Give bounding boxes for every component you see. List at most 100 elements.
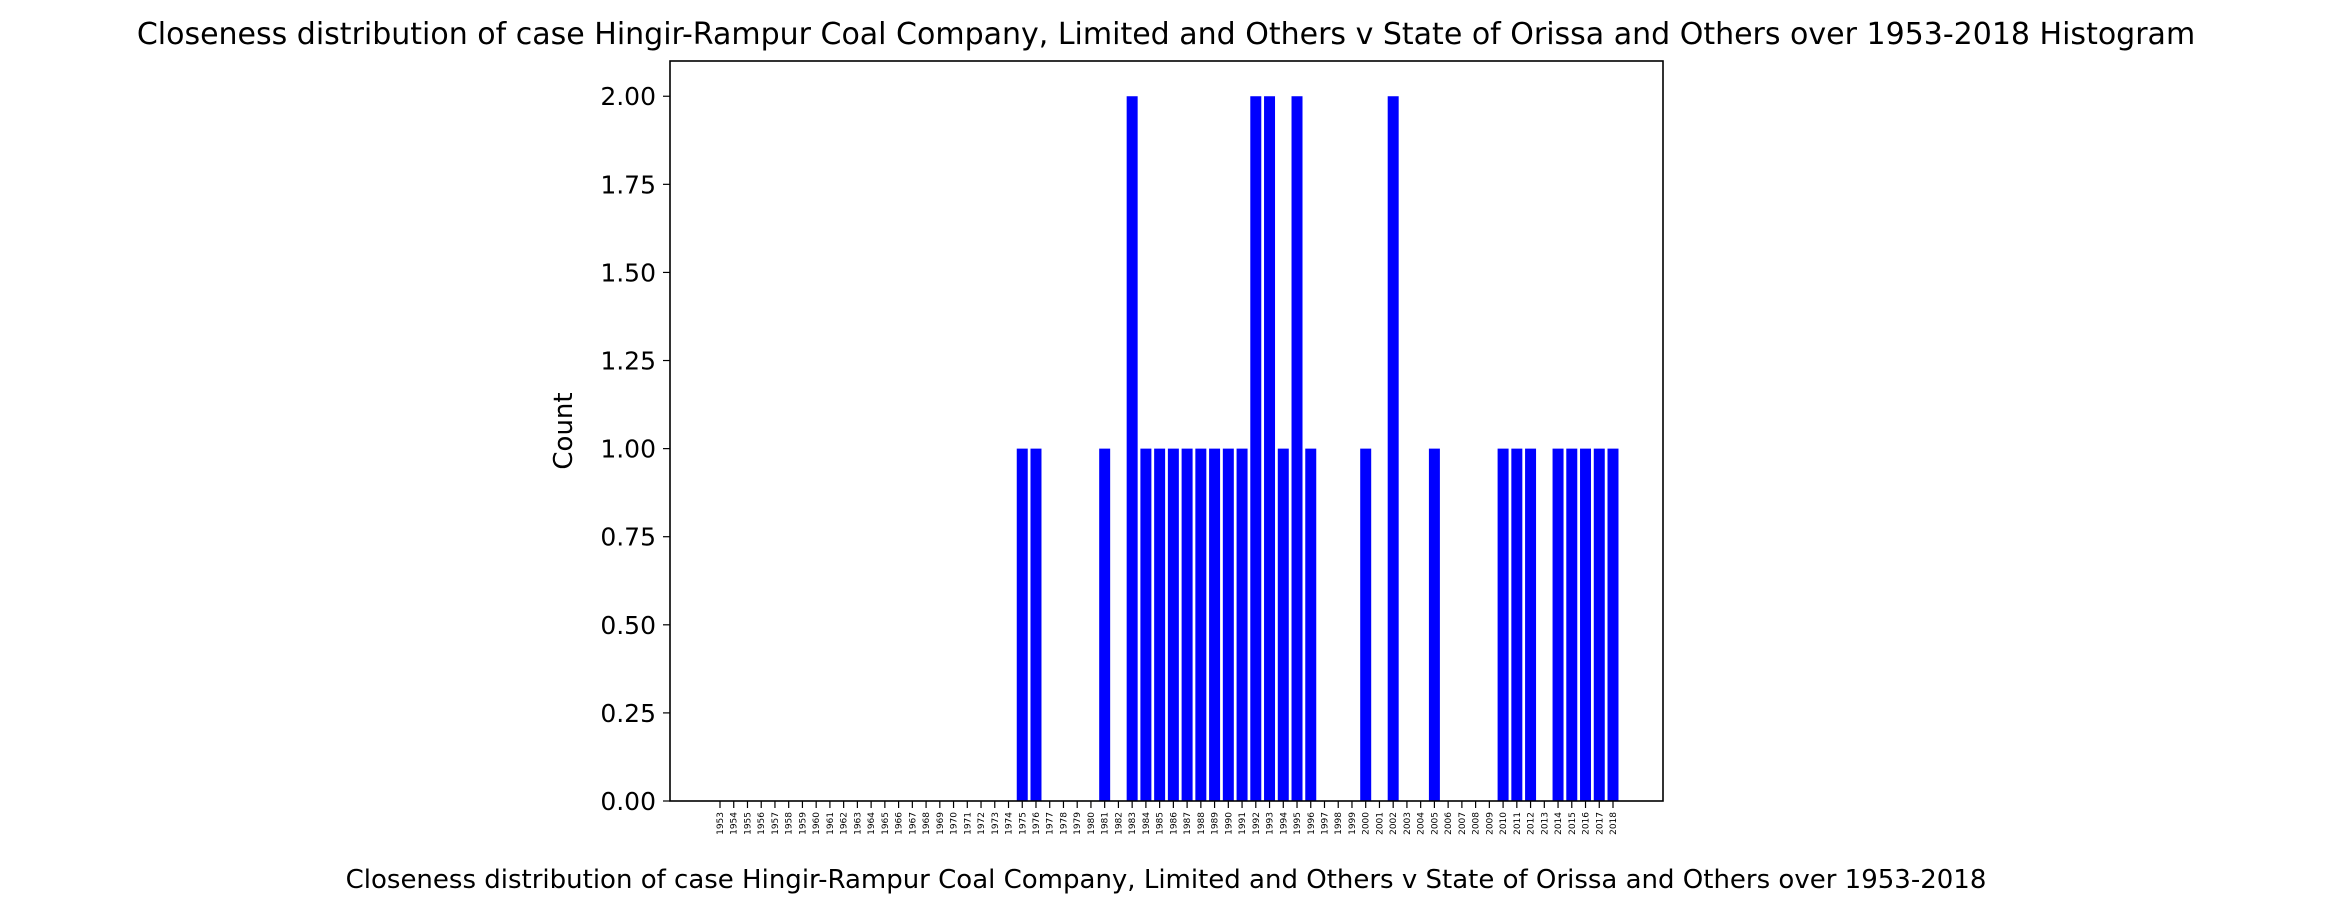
x-tick-label: 2016 <box>1582 812 1592 835</box>
x-tick-label: 1961 <box>826 812 836 835</box>
x-tick-label: 1976 <box>1032 812 1042 835</box>
x-tick-label: 1964 <box>867 812 877 835</box>
bar-2011 <box>1511 448 1523 801</box>
y-tick-label: 2.00 <box>600 82 656 111</box>
x-tick-label: 1996 <box>1307 812 1317 835</box>
x-tick-label: 2017 <box>1595 812 1605 835</box>
bar-2002 <box>1387 96 1399 802</box>
x-tick-label: 1988 <box>1197 812 1207 835</box>
x-tick-label: 1975 <box>1018 812 1028 835</box>
bar-2012 <box>1525 448 1537 801</box>
bar-1975 <box>1016 448 1028 801</box>
x-tick-label: 2000 <box>1362 812 1372 835</box>
y-tick-label: 1.00 <box>600 435 656 464</box>
x-tick-label: 1957 <box>771 812 781 835</box>
x-tick-label: 1977 <box>1046 812 1056 835</box>
x-tick-label: 1971 <box>963 812 973 835</box>
bar-2017 <box>1593 448 1605 801</box>
bar-2014 <box>1552 448 1564 801</box>
x-tick-label: 1963 <box>853 812 863 835</box>
x-tick-label: 2001 <box>1375 812 1385 835</box>
y-tick-label: 0.50 <box>600 611 656 640</box>
x-tick-label: 2011 <box>1513 812 1523 835</box>
x-tick-label: 1972 <box>977 812 987 835</box>
bar-1986 <box>1167 448 1179 801</box>
bar-1996 <box>1305 448 1317 801</box>
bar-1989 <box>1209 448 1221 801</box>
x-tick-label: 1978 <box>1059 812 1069 835</box>
bars-layer <box>1016 96 1619 802</box>
x-tick-label: 1985 <box>1156 812 1166 835</box>
x-tick-label: 1969 <box>936 812 946 835</box>
x-tick-label: 1954 <box>730 812 740 835</box>
bar-1990 <box>1222 448 1234 801</box>
y-tick-label: 0.25 <box>600 699 656 728</box>
x-tick-label: 1986 <box>1169 812 1179 835</box>
bar-2005 <box>1428 448 1440 801</box>
x-tick-label: 1968 <box>922 812 932 835</box>
x-tick-label: 1965 <box>881 812 891 835</box>
x-tick-label: 2003 <box>1403 812 1413 835</box>
y-tick-label: 1.50 <box>600 258 656 287</box>
x-tick-label: 1984 <box>1142 812 1152 835</box>
x-tick-label: 1999 <box>1348 812 1358 835</box>
bar-1984 <box>1140 448 1152 801</box>
x-tick-label: 2015 <box>1568 812 1578 835</box>
x-tick-label: 1966 <box>895 812 905 835</box>
bar-2016 <box>1580 448 1592 801</box>
bar-2010 <box>1497 448 1509 801</box>
x-tick-label: 1990 <box>1224 812 1234 835</box>
y-tick-label: 1.25 <box>600 347 656 376</box>
x-tick-label: 1983 <box>1128 812 1138 835</box>
x-tick-label: 1970 <box>950 812 960 835</box>
x-tick-label: 1953 <box>716 812 726 835</box>
x-tick-label: 1997 <box>1320 812 1330 835</box>
y-axis-label: Count <box>549 392 579 469</box>
y-tick-label: 0.00 <box>600 787 656 816</box>
x-tick-label: 1967 <box>908 812 918 835</box>
x-tick-label: 1982 <box>1114 812 1124 835</box>
x-tick-label: 2004 <box>1417 812 1427 835</box>
x-tick-label: 2005 <box>1430 812 1440 835</box>
x-tick-label: 2018 <box>1609 812 1619 835</box>
y-tick-label: 1.75 <box>600 170 656 199</box>
x-tick-label: 1991 <box>1238 812 1248 835</box>
bar-1995 <box>1291 96 1303 802</box>
bar-1991 <box>1236 448 1248 801</box>
plot-area-frame <box>669 60 1664 802</box>
x-tick-label: 1993 <box>1266 812 1276 835</box>
x-tick-label: 2013 <box>1540 812 1550 835</box>
bar-2015 <box>1566 448 1578 801</box>
x-tick-label: 1960 <box>812 812 822 835</box>
x-tick-label: 1958 <box>785 812 795 835</box>
x-tick-label: 1989 <box>1211 812 1221 835</box>
bar-1988 <box>1195 448 1207 801</box>
x-tick-label: 1987 <box>1183 812 1193 835</box>
x-axis: 1953 1954 1955 1956 1957 1958 1959 1960 1961 1962… <box>716 801 1619 835</box>
x-tick-label: 2007 <box>1458 812 1468 835</box>
x-tick-label: 1981 <box>1101 812 1111 835</box>
x-tick-label: 1955 <box>743 812 753 835</box>
x-tick-label: 1979 <box>1073 812 1083 835</box>
bar-1976 <box>1030 448 1042 801</box>
chart-title: Closeness distribution of case Hingir-Ra… <box>137 17 2195 52</box>
bar-2000 <box>1360 448 1372 801</box>
x-tick-label: 2009 <box>1485 812 1495 835</box>
x-tick-label: 2006 <box>1444 812 1454 835</box>
x-axis-label: Closeness distribution of case Hingir-Ra… <box>346 865 1987 895</box>
x-tick-label: 2008 <box>1472 812 1482 835</box>
x-tick-label: 1973 <box>991 812 1001 835</box>
x-tick-label: 1995 <box>1293 812 1303 835</box>
x-tick-label: 1980 <box>1087 812 1097 835</box>
x-tick-label: 1959 <box>798 812 808 835</box>
x-tick-label: 1974 <box>1005 812 1015 835</box>
bar-1993 <box>1264 96 1276 802</box>
bar-1994 <box>1277 448 1289 801</box>
x-tick-label: 1994 <box>1279 812 1289 835</box>
x-tick-label: 1992 <box>1252 812 1262 835</box>
bar-2018 <box>1607 448 1619 801</box>
bar-1985 <box>1154 448 1166 801</box>
bar-1983 <box>1126 96 1138 802</box>
